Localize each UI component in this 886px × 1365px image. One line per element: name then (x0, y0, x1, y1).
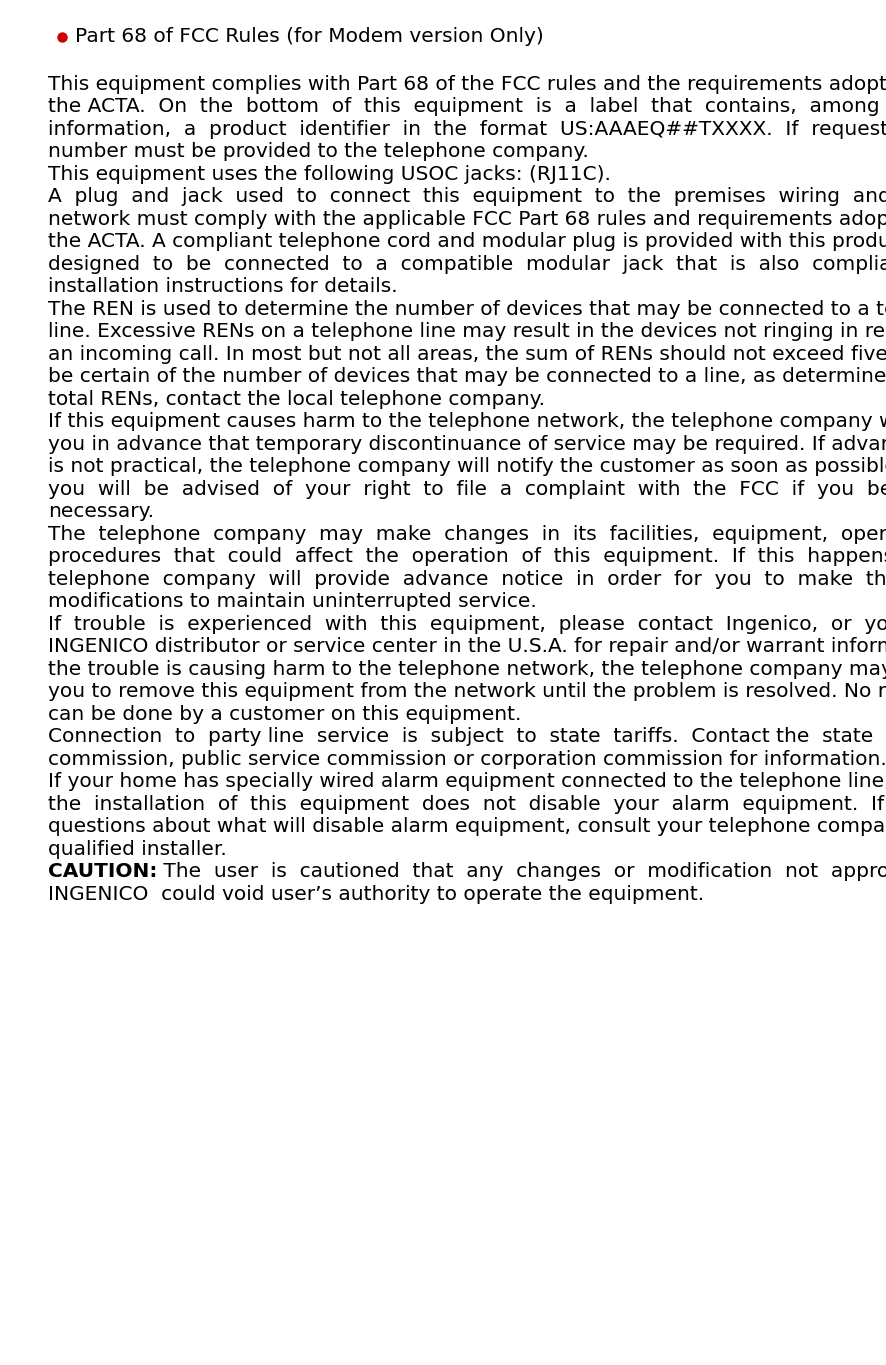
Text: total RENs, contact the local telephone company.: total RENs, contact the local telephone … (48, 390, 545, 408)
Text: the trouble is causing harm to the telephone network, the telephone company may : the trouble is causing harm to the telep… (48, 659, 886, 678)
Text: you to remove this equipment from the network until the problem is resolved. No : you to remove this equipment from the ne… (48, 682, 886, 702)
Text: is not practical, the telephone company will notify the customer as soon as poss: is not practical, the telephone company … (48, 457, 886, 476)
Text: Connection  to  party line  service  is  subject  to  state  tariffs.  Contact t: Connection to party line service is subj… (48, 728, 886, 747)
Text: questions about what will disable alarm equipment, consult your telephone compan: questions about what will disable alarm … (48, 818, 886, 837)
Text: line. Excessive RENs on a telephone line may result in the devices not ringing i: line. Excessive RENs on a telephone line… (48, 322, 886, 341)
Text: an incoming call. In most but not all areas, the sum of RENs should not exceed f: an incoming call. In most but not all ar… (48, 345, 886, 363)
Text: If your home has specially wired alarm equipment connected to the telephone line: If your home has specially wired alarm e… (48, 773, 886, 792)
Text: INGENICO  could void user’s authority to operate the equipment.: INGENICO could void user’s authority to … (48, 885, 704, 904)
Text: you in advance that temporary discontinuance of service may be required. If adva: you in advance that temporary discontinu… (48, 434, 886, 453)
Text: qualified installer.: qualified installer. (48, 839, 227, 859)
Text: network must comply with the applicable FCC Part 68 rules and requirements adopt: network must comply with the applicable … (48, 210, 886, 229)
Text: A  plug  and  jack  used  to  connect  this  equipment  to  the  premises  wirin: A plug and jack used to connect this equ… (48, 187, 886, 206)
Text: The  user  is  cautioned  that  any  changes  or  modification  not  approved  b: The user is cautioned that any changes o… (158, 863, 886, 882)
Text: number must be provided to the telephone company.: number must be provided to the telephone… (48, 142, 589, 161)
Text: This equipment uses the following USOC jacks: (RJ11C).: This equipment uses the following USOC j… (48, 165, 610, 184)
Text: the ACTA. A compliant telephone cord and modular plug is provided with this prod: the ACTA. A compliant telephone cord and… (48, 232, 886, 251)
Text: CAUTION:: CAUTION: (48, 863, 158, 882)
Text: If  trouble  is  experienced  with  this  equipment,  please  contact  Ingenico,: If trouble is experienced with this equi… (48, 614, 886, 633)
Text: If this equipment causes harm to the telephone network, the telephone company wi: If this equipment causes harm to the tel… (48, 412, 886, 431)
Text: can be done by a customer on this equipment.: can be done by a customer on this equipm… (48, 704, 521, 723)
Text: procedures  that  could  affect  the  operation  of  this  equipment.  If  this : procedures that could affect the operati… (48, 547, 886, 566)
Text: be certain of the number of devices that may be connected to a line, as determin: be certain of the number of devices that… (48, 367, 886, 386)
Text: commission, public service commission or corporation commission for information.: commission, public service commission or… (48, 749, 886, 768)
Text: installation instructions for details.: installation instructions for details. (48, 277, 398, 296)
Text: the ACTA.  On  the  bottom  of  this  equipment  is  a  label  that  contains,  : the ACTA. On the bottom of this equipmen… (48, 97, 886, 116)
Text: telephone  company  will  provide  advance  notice  in  order  for  you  to  mak: telephone company will provide advance n… (48, 569, 886, 588)
Text: designed  to  be  connected  to  a  compatible  modular  jack  that  is  also  c: designed to be connected to a compatible… (48, 255, 886, 274)
Text: INGENICO distributor or service center in the U.S.A. for repair and/or warrant i: INGENICO distributor or service center i… (48, 637, 886, 657)
Text: The  telephone  company  may  make  changes  in  its  facilities,  equipment,  o: The telephone company may make changes i… (48, 524, 886, 543)
Text: information,  a  product  identifier  in  the  format  US:AAAEQ##TXXXX.  If  req: information, a product identifier in the… (48, 120, 886, 139)
Text: The REN is used to determine the number of devices that may be connected to a te: The REN is used to determine the number … (48, 300, 886, 319)
Text: modifications to maintain uninterrupted service.: modifications to maintain uninterrupted … (48, 592, 537, 612)
Text: the  installation  of  this  equipment  does  not  disable  your  alarm  equipme: the installation of this equipment does … (48, 794, 886, 814)
Text: you  will  be  advised  of  your  right  to  file  a  complaint  with  the  FCC : you will be advised of your right to fil… (48, 479, 886, 498)
Text: necessary.: necessary. (48, 502, 154, 521)
Text: Part 68 of FCC Rules (for Modem version Only): Part 68 of FCC Rules (for Modem version … (75, 27, 544, 46)
Text: This equipment complies with Part 68 of the FCC rules and the requirements adopt: This equipment complies with Part 68 of … (48, 75, 886, 94)
